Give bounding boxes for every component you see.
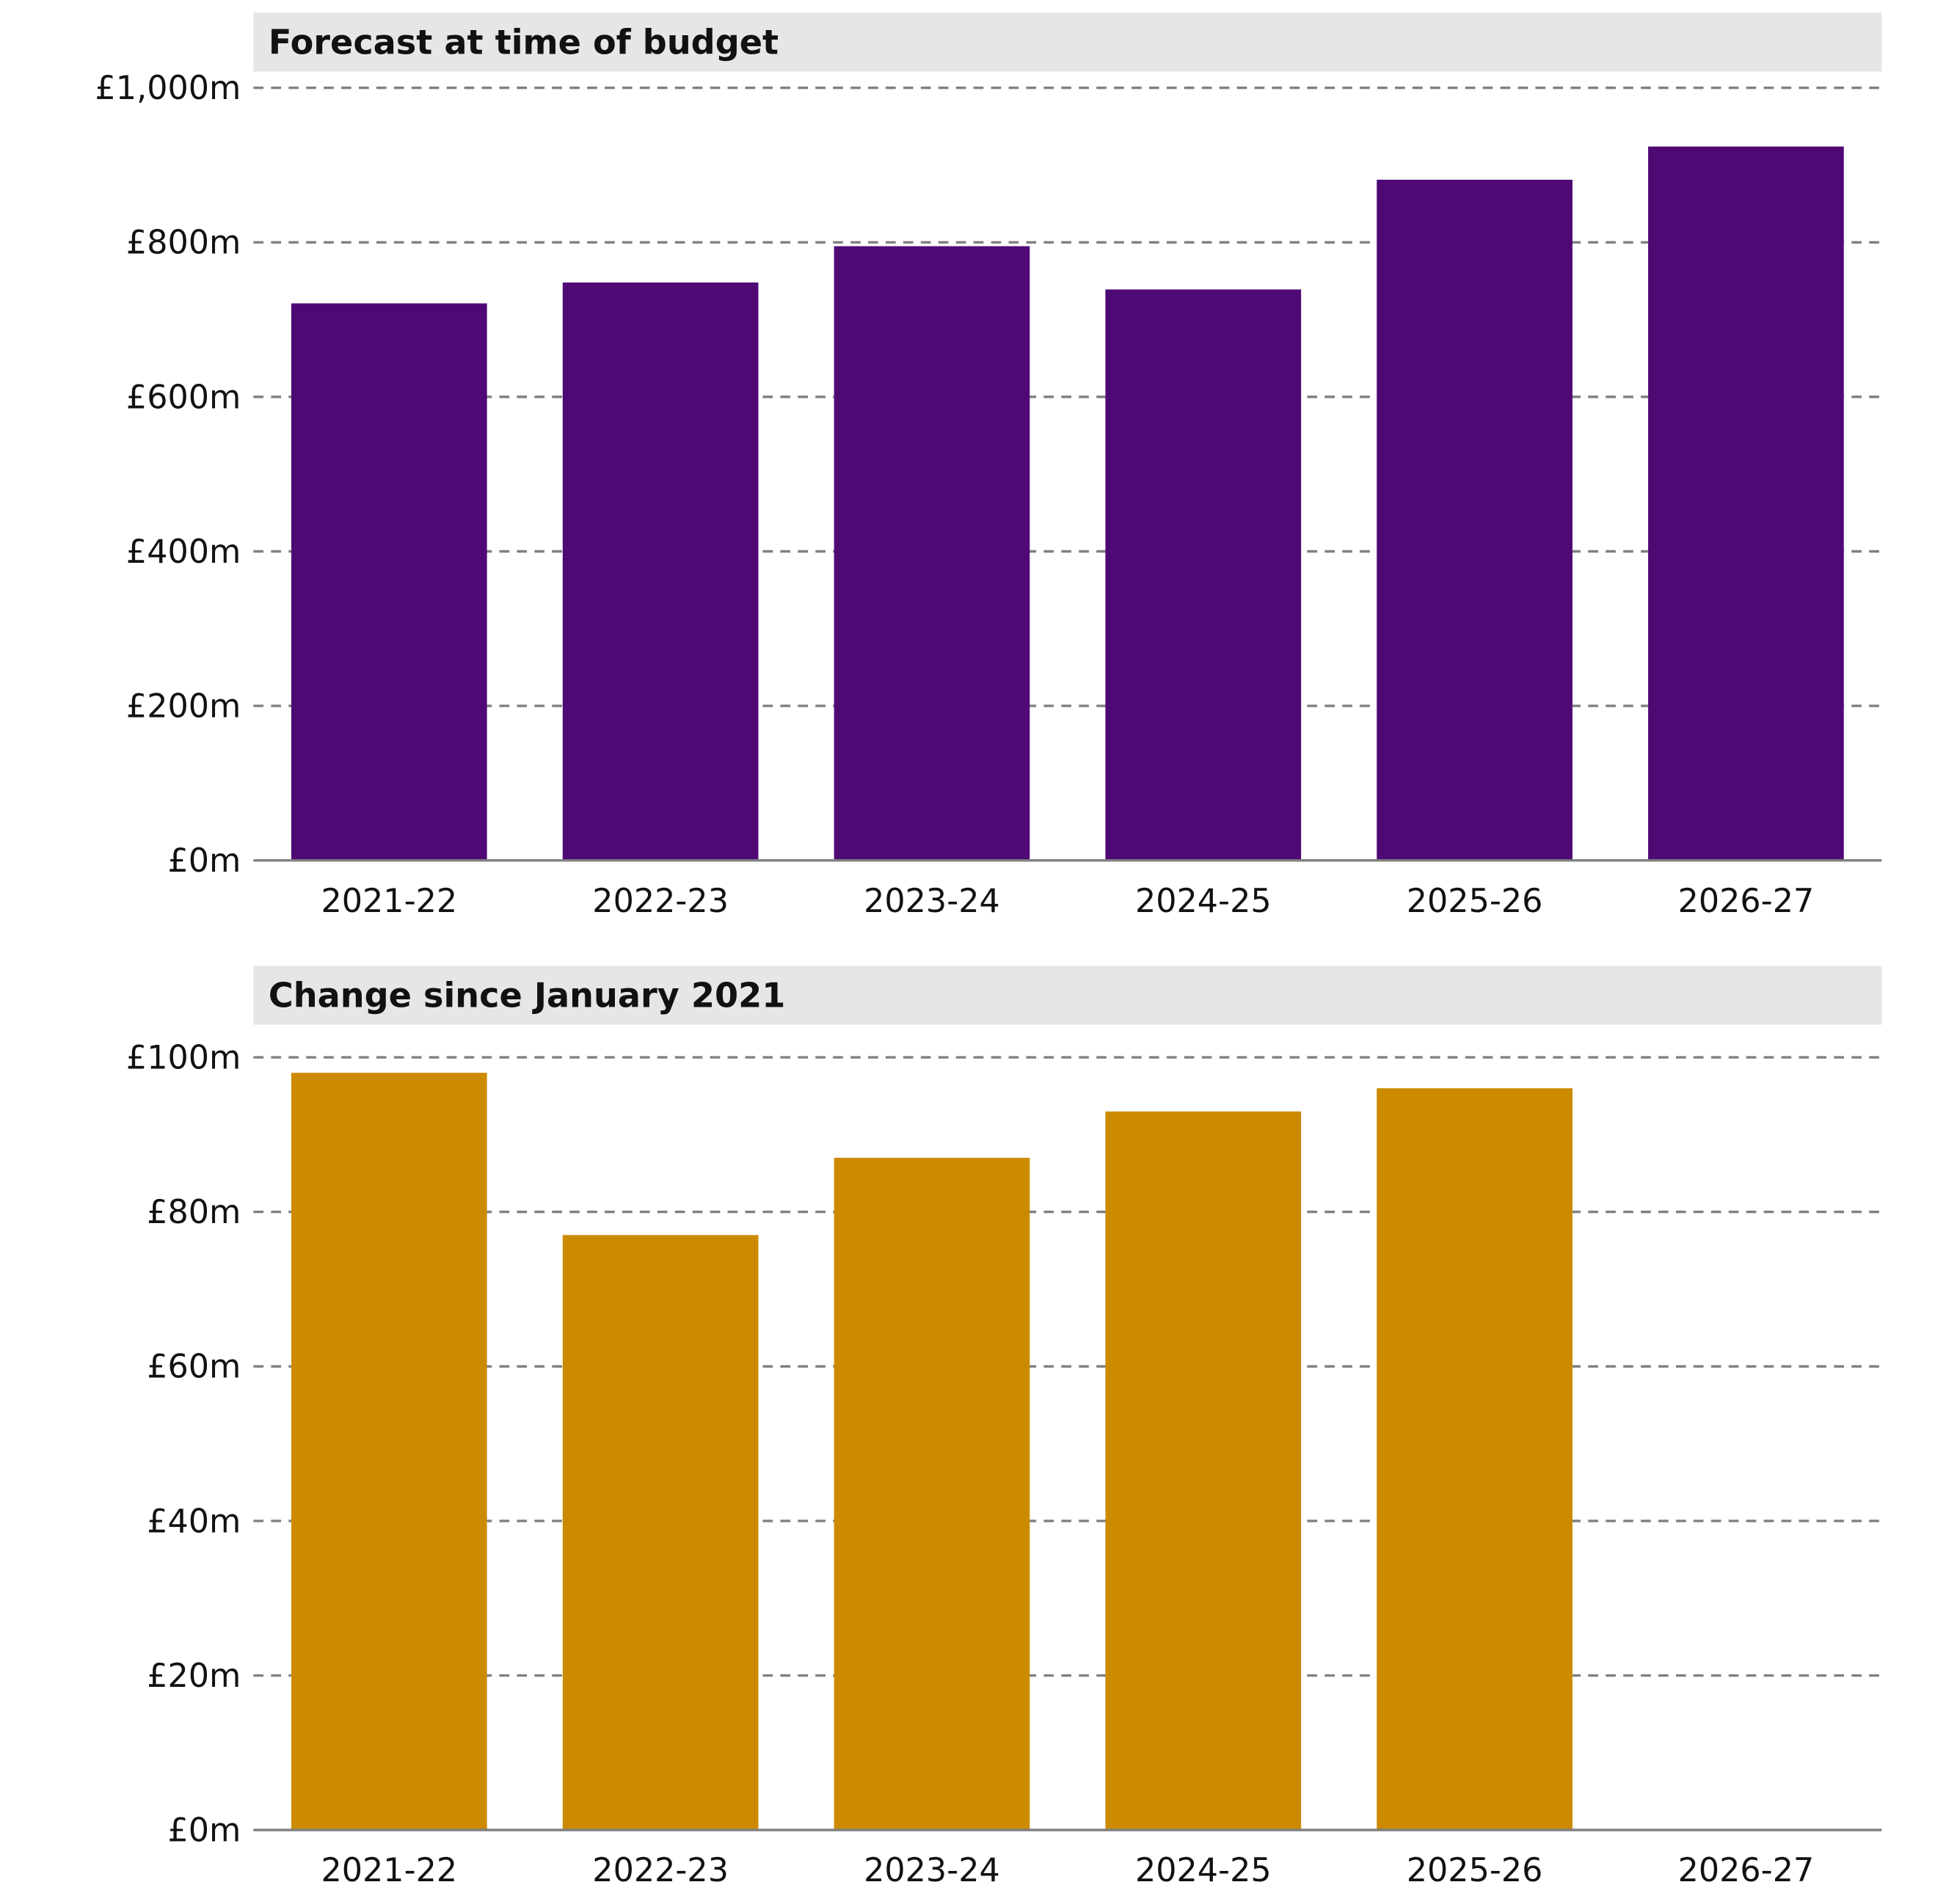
bar-2024-25 [1105, 289, 1302, 861]
x-tick-label: 2024-25 [1135, 1852, 1272, 1889]
y-tick-label: £600m [126, 379, 241, 416]
y-tick-label: £1,000m [95, 70, 241, 107]
x-tick-label: 2023-24 [864, 1852, 1000, 1889]
x-tick-label: 2022-23 [592, 883, 729, 920]
bar-2021-22 [291, 1073, 487, 1831]
panel-title: Forecast at time of budget [269, 23, 779, 62]
panel-strip [253, 966, 1882, 1025]
bar-2021-22 [291, 303, 487, 861]
x-tick-label: 2021-22 [321, 883, 457, 920]
y-tick-label: £800m [126, 225, 241, 262]
y-tick-label: £0m [167, 1812, 241, 1850]
y-tick-label: £400m [126, 533, 241, 571]
panel-title: Change since January 2021 [269, 976, 785, 1015]
bar-2022-23 [562, 1235, 759, 1831]
y-tick-label: £60m [147, 1349, 241, 1386]
bar-2025-26 [1377, 179, 1572, 861]
y-tick-label: £20m [147, 1657, 241, 1695]
x-tick-label: 2025-26 [1407, 1852, 1543, 1889]
bar-2025-26 [1377, 1088, 1572, 1831]
y-tick-label: £80m [147, 1194, 241, 1231]
x-tick-label: 2021-22 [321, 1852, 457, 1889]
x-tick-label: 2026-27 [1678, 1852, 1815, 1889]
bar-2022-23 [562, 282, 759, 861]
bar-2024-25 [1105, 1111, 1302, 1831]
x-tick-label: 2023-24 [864, 883, 1000, 920]
panel-strip [253, 12, 1882, 72]
x-tick-label: 2026-27 [1678, 883, 1815, 920]
y-tick-label: £40m [147, 1503, 241, 1540]
bar-2026-27 [1648, 146, 1844, 861]
bar-2023-24 [834, 1157, 1030, 1831]
y-tick-label: £0m [167, 842, 241, 880]
y-tick-label: £100m [126, 1039, 241, 1076]
x-tick-label: 2022-23 [592, 1852, 729, 1889]
y-tick-label: £200m [126, 687, 241, 725]
x-tick-label: 2025-26 [1407, 883, 1543, 920]
x-tick-label: 2024-25 [1135, 883, 1272, 920]
bar-2023-24 [834, 246, 1030, 861]
